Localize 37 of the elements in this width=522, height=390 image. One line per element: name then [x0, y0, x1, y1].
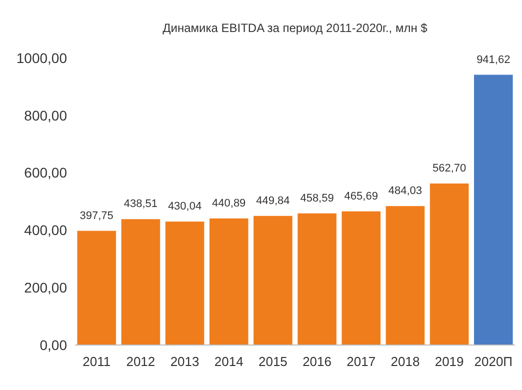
- y-tick-label: 200,00: [24, 280, 68, 296]
- chart-title: Динамика EBITDA за период 2011-2020г., млн $: [162, 21, 428, 35]
- bar: [430, 184, 469, 345]
- data-label: 484,03: [388, 185, 422, 198]
- x-tick-label: 2012: [126, 354, 156, 369]
- bar: [165, 222, 204, 345]
- y-tick-label: 0,00: [40, 336, 68, 353]
- y-tick-label: 800,00: [24, 107, 68, 124]
- x-tick-label: 2015: [258, 354, 288, 369]
- y-tick-label: 600,00: [24, 164, 68, 181]
- bar: [209, 218, 248, 345]
- x-tick-label: 2011: [82, 354, 111, 369]
- bar: [121, 219, 160, 345]
- x-tick-label: 2014: [214, 354, 244, 369]
- bar: [342, 211, 381, 345]
- data-label: 438,51: [124, 198, 158, 210]
- x-tick-label: 2017: [346, 354, 376, 369]
- data-label: 430,04: [168, 200, 202, 213]
- y-tick-label: 400,00: [24, 222, 68, 238]
- bar: [254, 216, 292, 345]
- x-tick-label: 2013: [170, 354, 200, 369]
- x-tick-label: 2019: [434, 354, 464, 369]
- y-tick-label: 1000,00: [16, 50, 68, 66]
- bar: [474, 74, 513, 345]
- x-tick-label: 2020П: [474, 354, 513, 369]
- data-label: 397,75: [80, 210, 114, 222]
- data-label: 458,59: [300, 192, 334, 204]
- data-label: 465,69: [344, 190, 378, 202]
- bar: [77, 230, 116, 345]
- bar: [386, 206, 425, 345]
- data-label: 941,62: [476, 54, 510, 66]
- bar: [298, 213, 336, 345]
- data-label: 449,84: [256, 194, 290, 207]
- data-label: 440,89: [212, 197, 246, 210]
- x-tick-label: 2016: [302, 354, 332, 369]
- data-label: 562,70: [432, 162, 466, 175]
- x-tick-label: 2018: [390, 354, 420, 369]
